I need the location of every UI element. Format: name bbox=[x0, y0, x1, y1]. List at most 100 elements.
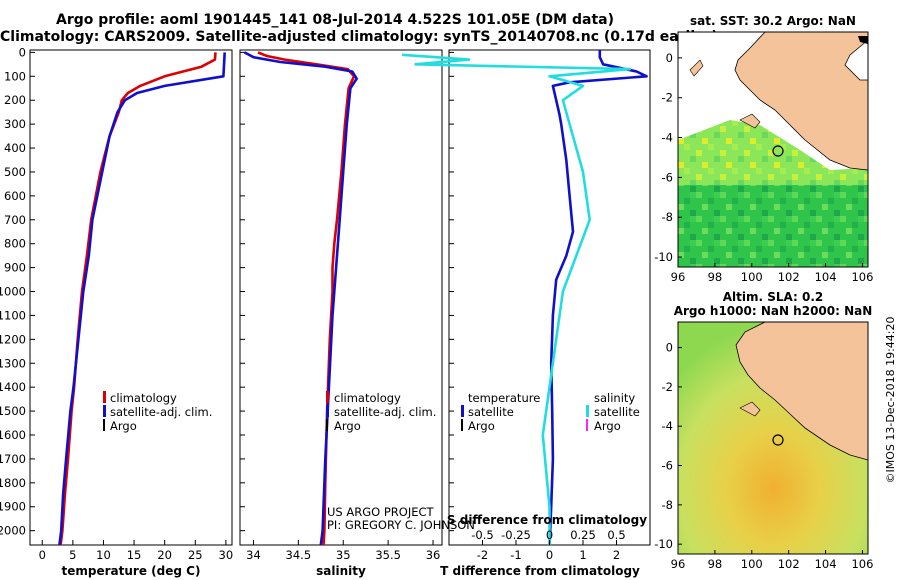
depth-tick-label: 1100 bbox=[0, 308, 26, 322]
diff-legend-label-sal-argo: Argo bbox=[594, 419, 621, 433]
map-y-tick-label: 0 bbox=[666, 341, 673, 355]
map-x-tick-label: 96 bbox=[671, 270, 686, 284]
depth-tick-label: 100 bbox=[4, 69, 26, 83]
map-y-tick-label: -10 bbox=[654, 537, 673, 551]
legend-label-argo: Argo bbox=[110, 419, 137, 433]
depth-tick-label: 900 bbox=[4, 261, 26, 275]
salinity-panel-frame bbox=[239, 49, 443, 546]
map-y-tick-label: -4 bbox=[662, 419, 673, 433]
figure-title-line1: Argo profile: aoml 1901445_141 08-Jul-20… bbox=[55, 12, 614, 28]
temperature-legend: climatology satellite-adj. clim. Argo bbox=[103, 391, 212, 433]
depth-tick-label: 2000 bbox=[0, 524, 26, 538]
legend-label-climatology: climatology bbox=[110, 391, 177, 405]
sla-map-x-ticks: 96 98 100 102 104 106 bbox=[671, 550, 873, 571]
depth-tick-label: 500 bbox=[4, 165, 26, 179]
depth-tick-label: 1500 bbox=[0, 404, 26, 418]
legend-swatch-argo bbox=[103, 419, 105, 431]
depth-tick-label: 1700 bbox=[0, 452, 26, 466]
x-tick-label: 5 bbox=[69, 548, 76, 562]
difference-legend: temperature satellite Argo salinity sate… bbox=[461, 391, 640, 433]
sla-map-y-ticks: 0 -2 -4 -6 -8 -10 bbox=[654, 341, 682, 551]
x-tick-label: 15 bbox=[127, 548, 142, 562]
temperature-tick-labels: 0 5 10 15 20 25 30 bbox=[39, 540, 234, 562]
difference-panel-frame bbox=[448, 49, 651, 546]
temperature-satellite-adj-clim--line bbox=[58, 52, 226, 546]
sumatra-land-sla bbox=[735, 321, 869, 461]
imos-watermark: ©IMOS 13-Dec-2018 19:44:20 bbox=[884, 317, 897, 484]
map-x-tick-label: 100 bbox=[741, 557, 763, 571]
map-y-tick-label: 0 bbox=[666, 51, 673, 65]
diff-legend-label-temp-argo: Argo bbox=[468, 419, 495, 433]
map-y-tick-label: -6 bbox=[662, 170, 673, 184]
depth-tick-label: 200 bbox=[4, 93, 26, 107]
map-y-tick-label: -8 bbox=[662, 210, 673, 224]
depth-tick-label: 1600 bbox=[0, 428, 26, 442]
sst-map-title: sat. SST: 30.2 Argo: NaN bbox=[690, 14, 856, 28]
x-tick-label: 34.5 bbox=[286, 548, 312, 562]
sal-legend-swatch-argo bbox=[326, 419, 328, 431]
depth-tick-label: 400 bbox=[4, 141, 26, 155]
sal-legend-label-argo: Argo bbox=[334, 419, 361, 433]
sla-island bbox=[739, 401, 761, 417]
x-tick-label: 10 bbox=[96, 548, 111, 562]
map-y-tick-label: -4 bbox=[662, 131, 673, 145]
s-diff-tick-label: 0.25 bbox=[570, 528, 596, 542]
map-x-tick-label: 104 bbox=[815, 557, 837, 571]
x-tick-label: 0 bbox=[546, 548, 553, 562]
map-x-tick-label: 102 bbox=[778, 270, 800, 284]
legend-swatch-satellite bbox=[103, 405, 106, 417]
x-tick-label: 1 bbox=[579, 548, 586, 562]
s-diff-tick-label: -0.5 bbox=[471, 528, 493, 542]
temperature-panel-frame bbox=[29, 49, 233, 546]
sst-map bbox=[677, 31, 869, 268]
sal-legend-label-satellite: satellite-adj. clim. bbox=[334, 405, 436, 419]
salinity-tick-labels: 34 34.5 35 35.5 36 bbox=[246, 540, 440, 562]
map-x-tick-label: 96 bbox=[671, 557, 686, 571]
sst-map-frame bbox=[677, 31, 869, 268]
map-x-tick-label: 98 bbox=[708, 270, 723, 284]
depth-tick-label: 1800 bbox=[0, 476, 26, 490]
depth-tick-label: 1200 bbox=[0, 332, 26, 346]
diff-legend-swatch-sal-argo bbox=[586, 419, 588, 431]
x-tick-label: 25 bbox=[188, 548, 203, 562]
map-x-tick-label: 102 bbox=[778, 557, 800, 571]
sst-map-x-ticks: 96 98 100 102 104 106 bbox=[671, 263, 873, 284]
legend-swatch-climatology bbox=[103, 391, 106, 403]
sla-argo-float-marker bbox=[772, 434, 784, 446]
s-difference-axis-label: S difference from climatology bbox=[447, 513, 647, 527]
diff-legend-swatch-sal-satellite bbox=[586, 405, 589, 417]
sal-legend-swatch-climatology bbox=[326, 391, 329, 403]
sla-map bbox=[677, 321, 869, 555]
depth-tick-label: 700 bbox=[4, 213, 26, 227]
x-tick-label: 0 bbox=[39, 548, 46, 562]
legend-label-satellite: satellite-adj. clim. bbox=[110, 405, 212, 419]
sumatra-land-sst bbox=[734, 31, 869, 171]
x-tick-label: 2 bbox=[613, 548, 620, 562]
credit-pi: PI: GREGORY C. JOHNSON bbox=[327, 518, 475, 532]
depth-tick-label: 800 bbox=[4, 237, 26, 251]
map-x-tick-label: 106 bbox=[851, 270, 873, 284]
x-tick-label: 30 bbox=[219, 548, 234, 562]
sal-legend-label-climatology: climatology bbox=[334, 391, 401, 405]
diff-legend-label-sal-satellite: satellite bbox=[594, 405, 640, 419]
depth-tick-label: 300 bbox=[4, 117, 26, 131]
temperature-axis-label: temperature (deg C) bbox=[62, 564, 201, 578]
map-x-tick-label: 106 bbox=[851, 557, 873, 571]
depth-tick-label: 1000 bbox=[0, 285, 26, 299]
diff-legend-label-temp-satellite: satellite bbox=[468, 405, 514, 419]
t-difference-axis-label: T difference from climatology bbox=[440, 564, 640, 578]
map-y-tick-label: -6 bbox=[662, 459, 673, 473]
x-tick-label: 35 bbox=[336, 548, 351, 562]
s-diff-tick-label: 0 bbox=[546, 528, 553, 542]
x-tick-label: 35.5 bbox=[375, 548, 401, 562]
sst-map-y-ticks: 0 -2 -4 -6 -8 -10 bbox=[654, 51, 682, 264]
depth-tick-label: 600 bbox=[4, 189, 26, 203]
difference-temperature-satellite-line bbox=[548, 50, 648, 546]
map-x-tick-label: 98 bbox=[708, 557, 723, 571]
depth-tick-label: 0 bbox=[19, 45, 26, 59]
depth-tick-label: 1400 bbox=[0, 380, 26, 394]
salinity-axis-label: salinity bbox=[316, 564, 366, 578]
sst-argo-float-marker bbox=[772, 145, 784, 157]
diff-legend-salinity-heading: salinity bbox=[594, 391, 635, 405]
